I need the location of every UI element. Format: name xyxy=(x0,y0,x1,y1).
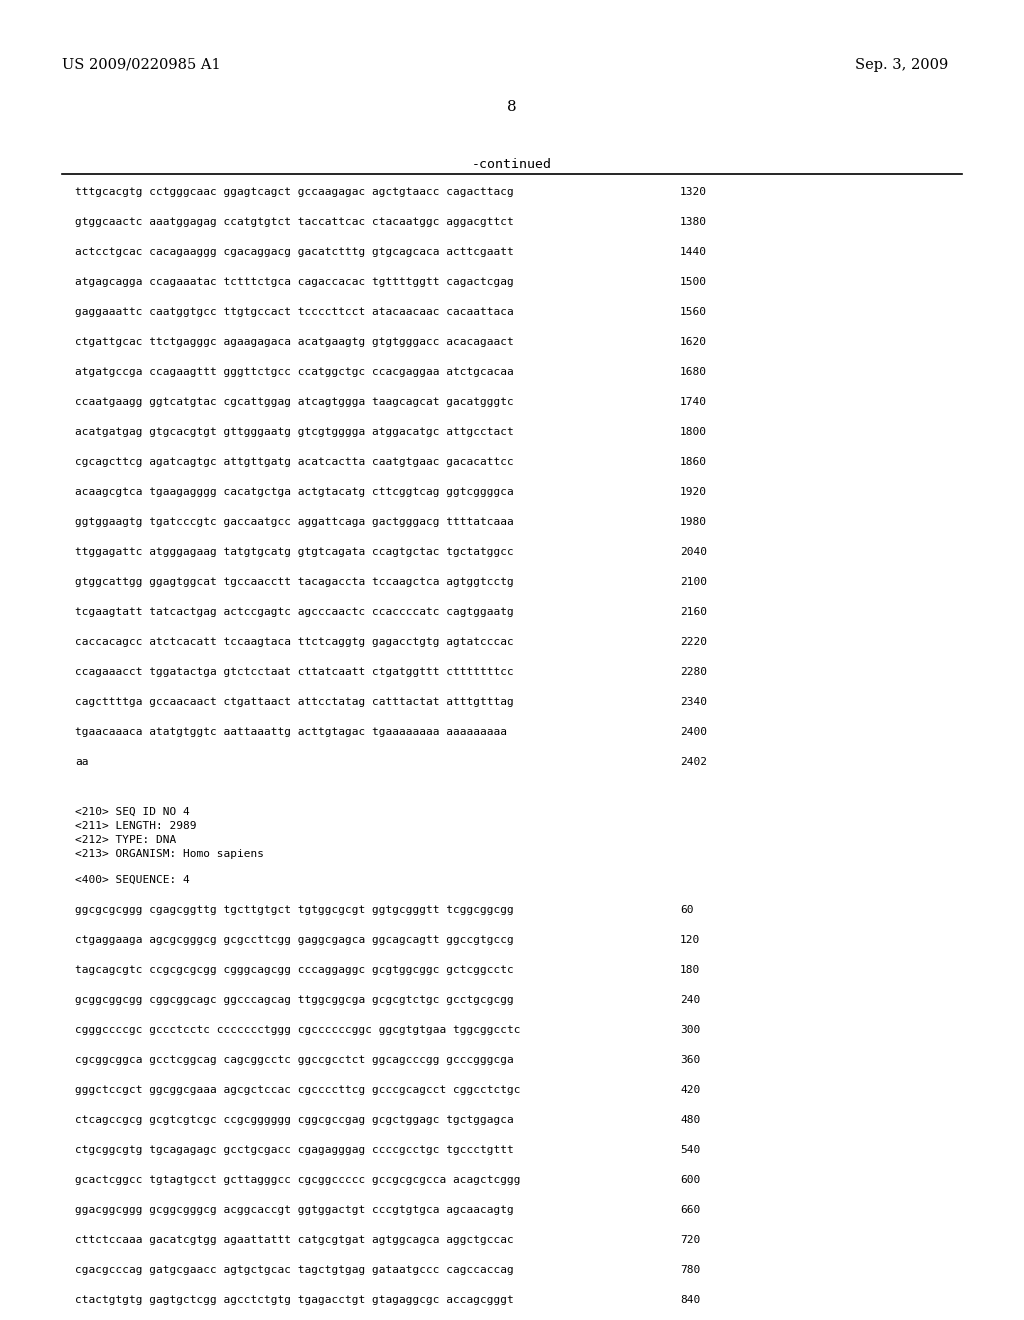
Text: 2040: 2040 xyxy=(680,546,707,557)
Text: 240: 240 xyxy=(680,995,700,1005)
Text: 1560: 1560 xyxy=(680,308,707,317)
Text: ctgcggcgtg tgcagagagc gcctgcgacc cgagagggag ccccgcctgc tgccctgttt: ctgcggcgtg tgcagagagc gcctgcgacc cgagagg… xyxy=(75,1144,514,1155)
Text: 360: 360 xyxy=(680,1055,700,1065)
Text: Sep. 3, 2009: Sep. 3, 2009 xyxy=(855,58,948,73)
Text: cagcttttga gccaacaact ctgattaact attcctatag catttactat atttgtttag: cagcttttga gccaacaact ctgattaact attccta… xyxy=(75,697,514,708)
Text: 1620: 1620 xyxy=(680,337,707,347)
Text: <210> SEQ ID NO 4: <210> SEQ ID NO 4 xyxy=(75,807,189,817)
Text: <400> SEQUENCE: 4: <400> SEQUENCE: 4 xyxy=(75,875,189,884)
Text: US 2009/0220985 A1: US 2009/0220985 A1 xyxy=(62,58,220,73)
Text: 540: 540 xyxy=(680,1144,700,1155)
Text: 300: 300 xyxy=(680,1026,700,1035)
Text: 2160: 2160 xyxy=(680,607,707,616)
Text: 2340: 2340 xyxy=(680,697,707,708)
Text: 2402: 2402 xyxy=(680,756,707,767)
Text: cgacgcccag gatgcgaacc agtgctgcac tagctgtgag gataatgccc cagccaccag: cgacgcccag gatgcgaacc agtgctgcac tagctgt… xyxy=(75,1265,514,1275)
Text: tgaacaaaca atatgtggtc aattaaattg acttgtagac tgaaaaaaaa aaaaaaaaa: tgaacaaaca atatgtggtc aattaaattg acttgta… xyxy=(75,727,507,737)
Text: ctcagccgcg gcgtcgtcgc ccgcgggggg cggcgccgag gcgctggagc tgctggagca: ctcagccgcg gcgtcgtcgc ccgcgggggg cggcgcc… xyxy=(75,1115,514,1125)
Text: gaggaaattc caatggtgcc ttgtgccact tccccttcct atacaacaac cacaattaca: gaggaaattc caatggtgcc ttgtgccact tcccctt… xyxy=(75,308,514,317)
Text: 420: 420 xyxy=(680,1085,700,1096)
Text: ttggagattc atgggagaag tatgtgcatg gtgtcagata ccagtgctac tgctatggcc: ttggagattc atgggagaag tatgtgcatg gtgtcag… xyxy=(75,546,514,557)
Text: 8: 8 xyxy=(507,100,517,114)
Text: cttctccaaa gacatcgtgg agaattattt catgcgtgat agtggcagca aggctgccac: cttctccaaa gacatcgtgg agaattattt catgcgt… xyxy=(75,1236,514,1245)
Text: <211> LENGTH: 2989: <211> LENGTH: 2989 xyxy=(75,821,197,832)
Text: 1800: 1800 xyxy=(680,426,707,437)
Text: tttgcacgtg cctgggcaac ggagtcagct gccaagagac agctgtaacc cagacttacg: tttgcacgtg cctgggcaac ggagtcagct gccaaga… xyxy=(75,187,514,197)
Text: 2280: 2280 xyxy=(680,667,707,677)
Text: 720: 720 xyxy=(680,1236,700,1245)
Text: acaagcgtca tgaagagggg cacatgctga actgtacatg cttcggtcag ggtcggggca: acaagcgtca tgaagagggg cacatgctga actgtac… xyxy=(75,487,514,498)
Text: atgatgccga ccagaagttt gggttctgcc ccatggctgc ccacgaggaa atctgcacaa: atgatgccga ccagaagttt gggttctgcc ccatggc… xyxy=(75,367,514,378)
Text: <213> ORGANISM: Homo sapiens: <213> ORGANISM: Homo sapiens xyxy=(75,849,264,859)
Text: 2400: 2400 xyxy=(680,727,707,737)
Text: -continued: -continued xyxy=(472,158,552,172)
Text: <212> TYPE: DNA: <212> TYPE: DNA xyxy=(75,836,176,845)
Text: cgcagcttcg agatcagtgc attgttgatg acatcactta caatgtgaac gacacattcc: cgcagcttcg agatcagtgc attgttgatg acatcac… xyxy=(75,457,514,467)
Text: gtggcattgg ggagtggcat tgccaacctt tacagaccta tccaagctca agtggtcctg: gtggcattgg ggagtggcat tgccaacctt tacagac… xyxy=(75,577,514,587)
Text: 60: 60 xyxy=(680,906,693,915)
Text: 600: 600 xyxy=(680,1175,700,1185)
Text: 1980: 1980 xyxy=(680,517,707,527)
Text: 1440: 1440 xyxy=(680,247,707,257)
Text: cgcggcggca gcctcggcag cagcggcctc ggccgcctct ggcagcccgg gcccgggcga: cgcggcggca gcctcggcag cagcggcctc ggccgcc… xyxy=(75,1055,514,1065)
Text: ctactgtgtg gagtgctcgg agcctctgtg tgagacctgt gtagaggcgc accagcgggt: ctactgtgtg gagtgctcgg agcctctgtg tgagacc… xyxy=(75,1295,514,1305)
Text: 1920: 1920 xyxy=(680,487,707,498)
Text: 1500: 1500 xyxy=(680,277,707,286)
Text: atgagcagga ccagaaatac tctttctgca cagaccacac tgttttggtt cagactcgag: atgagcagga ccagaaatac tctttctgca cagacca… xyxy=(75,277,514,286)
Text: 120: 120 xyxy=(680,935,700,945)
Text: tagcagcgtc ccgcgcgcgg cgggcagcgg cccaggaggc gcgtggcggc gctcggcctc: tagcagcgtc ccgcgcgcgg cgggcagcgg cccagga… xyxy=(75,965,514,975)
Text: 1380: 1380 xyxy=(680,216,707,227)
Text: 1320: 1320 xyxy=(680,187,707,197)
Text: gtggcaactc aaatggagag ccatgtgtct taccattcac ctacaatggc aggacgttct: gtggcaactc aaatggagag ccatgtgtct taccatt… xyxy=(75,216,514,227)
Text: 1860: 1860 xyxy=(680,457,707,467)
Text: 660: 660 xyxy=(680,1205,700,1214)
Text: 480: 480 xyxy=(680,1115,700,1125)
Text: ctgattgcac ttctgagggc agaagagaca acatgaagtg gtgtgggacc acacagaact: ctgattgcac ttctgagggc agaagagaca acatgaa… xyxy=(75,337,514,347)
Text: 780: 780 xyxy=(680,1265,700,1275)
Text: gggctccgct ggcggcgaaa agcgctccac cgccccttcg gcccgcagcct cggcctctgc: gggctccgct ggcggcgaaa agcgctccac cgcccct… xyxy=(75,1085,520,1096)
Text: ctgaggaaga agcgcgggcg gcgccttcgg gaggcgagca ggcagcagtt ggccgtgccg: ctgaggaaga agcgcgggcg gcgccttcgg gaggcga… xyxy=(75,935,514,945)
Text: acatgatgag gtgcacgtgt gttgggaatg gtcgtgggga atggacatgc attgcctact: acatgatgag gtgcacgtgt gttgggaatg gtcgtgg… xyxy=(75,426,514,437)
Text: gcactcggcc tgtagtgcct gcttagggcc cgcggccccc gccgcgcgcca acagctcggg: gcactcggcc tgtagtgcct gcttagggcc cgcggcc… xyxy=(75,1175,520,1185)
Text: 2100: 2100 xyxy=(680,577,707,587)
Text: ccagaaacct tggatactga gtctcctaat cttatcaatt ctgatggttt ctttttttcc: ccagaaacct tggatactga gtctcctaat cttatca… xyxy=(75,667,514,677)
Text: ggtggaagtg tgatcccgtc gaccaatgcc aggattcaga gactgggacg ttttatcaaa: ggtggaagtg tgatcccgtc gaccaatgcc aggattc… xyxy=(75,517,514,527)
Text: aa: aa xyxy=(75,756,88,767)
Text: 840: 840 xyxy=(680,1295,700,1305)
Text: ggacggcggg gcggcgggcg acggcaccgt ggtggactgt cccgtgtgca agcaacagtg: ggacggcggg gcggcgggcg acggcaccgt ggtggac… xyxy=(75,1205,514,1214)
Text: 1680: 1680 xyxy=(680,367,707,378)
Text: 180: 180 xyxy=(680,965,700,975)
Text: ccaatgaagg ggtcatgtac cgcattggag atcagtggga taagcagcat gacatgggtc: ccaatgaagg ggtcatgtac cgcattggag atcagtg… xyxy=(75,397,514,407)
Text: caccacagcc atctcacatt tccaagtaca ttctcaggtg gagacctgtg agtatcccac: caccacagcc atctcacatt tccaagtaca ttctcag… xyxy=(75,638,514,647)
Text: tcgaagtatt tatcactgag actccgagtc agcccaactc ccaccccatc cagtggaatg: tcgaagtatt tatcactgag actccgagtc agcccaa… xyxy=(75,607,514,616)
Text: actcctgcac cacagaaggg cgacaggacg gacatctttg gtgcagcaca acttcgaatt: actcctgcac cacagaaggg cgacaggacg gacatct… xyxy=(75,247,514,257)
Text: cgggccccgc gccctcctc ccccccctggg cgccccccggc ggcgtgtgaa tggcggcctc: cgggccccgc gccctcctc ccccccctggg cgccccc… xyxy=(75,1026,520,1035)
Text: ggcgcgcggg cgagcggttg tgcttgtgct tgtggcgcgt ggtgcgggtt tcggcggcgg: ggcgcgcggg cgagcggttg tgcttgtgct tgtggcg… xyxy=(75,906,514,915)
Text: 1740: 1740 xyxy=(680,397,707,407)
Text: gcggcggcgg cggcggcagc ggcccagcag ttggcggcga gcgcgtctgc gcctgcgcgg: gcggcggcgg cggcggcagc ggcccagcag ttggcgg… xyxy=(75,995,514,1005)
Text: 2220: 2220 xyxy=(680,638,707,647)
